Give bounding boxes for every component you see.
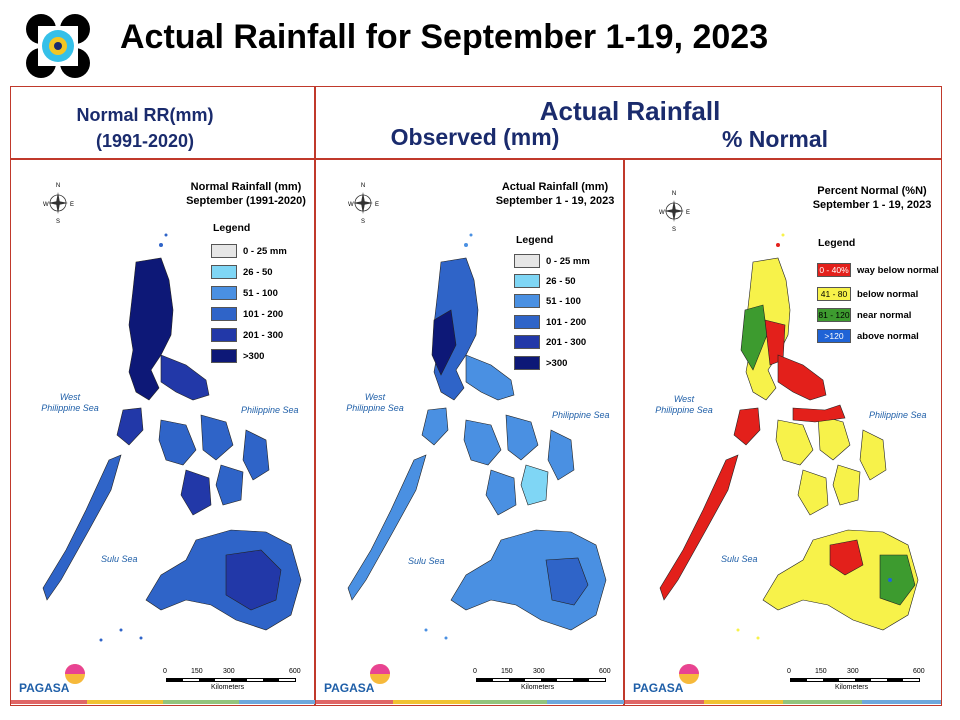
bottom-stripe — [470, 700, 547, 704]
legend-item: >300 — [514, 355, 567, 371]
svg-text:N: N — [672, 191, 676, 197]
compass-n: N — [56, 183, 60, 189]
scale-bar: 0 150 300 600 Kilometers — [787, 668, 925, 691]
svg-text:E: E — [686, 210, 690, 216]
bottom-stripe — [783, 700, 862, 704]
legend-item: 26 - 50 — [211, 264, 273, 280]
sea-label-west: West Philippine Sea — [655, 394, 713, 415]
svg-text:S: S — [361, 219, 365, 224]
bottom-stripe — [11, 700, 87, 704]
sea-label-sulu: Sulu Sea — [721, 554, 758, 564]
header-actual: Actual Rainfall — [539, 96, 721, 126]
legend-item: 41 - 80 below normal — [817, 286, 918, 302]
pagasa-logo: PAGASA — [631, 660, 711, 702]
scale-bar: 0 150 300 600 Kilometers — [163, 668, 301, 691]
divider-1 — [314, 86, 316, 706]
compass-icon: N S W E — [41, 180, 75, 225]
legend-item: 81 - 120 near normal — [817, 308, 912, 322]
divider-2 — [623, 158, 625, 706]
header-normal: Normal RR(mm) (1991-2020) — [30, 102, 260, 154]
legend-title: Legend — [516, 234, 554, 246]
compass-icon: N S W E — [346, 180, 380, 225]
slide-title: Actual Rainfall for September 1-19, 2023 — [120, 18, 769, 56]
legend-swatch — [211, 265, 237, 279]
legend-title: Legend — [818, 237, 856, 249]
legend-swatch — [211, 349, 237, 363]
panel-title-line1: Normal Rainfall (mm) — [190, 181, 302, 193]
svg-text:E: E — [375, 202, 379, 208]
bottom-stripe — [393, 700, 470, 704]
map-percent — [659, 233, 919, 640]
svg-text:PAGASA: PAGASA — [324, 681, 375, 695]
map-actual — [347, 233, 607, 640]
legend-item: 201 - 300 — [514, 334, 586, 350]
legend-item: 101 - 200 — [211, 306, 283, 322]
bottom-stripe — [625, 700, 704, 704]
legend-swatch — [211, 244, 237, 258]
header-divider — [10, 158, 942, 160]
panel-percent-normal: N S W E Percent Normal (%N) September 1 … — [625, 160, 941, 706]
svg-text:S: S — [672, 227, 676, 232]
panel-title-line2: September (1991-2020) — [186, 195, 306, 207]
logo-icon — [26, 14, 90, 78]
legend-swatch — [211, 328, 237, 342]
compass-e: E — [70, 202, 74, 208]
content-frame — [10, 86, 942, 706]
compass-icon: N S W E — [657, 188, 691, 233]
legend-item: 0 - 25 mm — [514, 253, 590, 269]
dost-logo — [24, 12, 92, 80]
legend-item: 101 - 200 — [514, 314, 586, 330]
bottom-stripe — [239, 700, 315, 704]
panel-title: Actual Rainfall (mm) September 1 - 19, 2… — [495, 181, 615, 207]
sea-label-west: West Philippine Sea — [346, 392, 404, 413]
panel-title: Percent Normal (%N) September 1 - 19, 20… — [812, 185, 932, 211]
header-observed: Observed (mm) — [390, 124, 560, 150]
legend-swatch — [211, 307, 237, 321]
legend-item: 0 - 25 mm — [211, 243, 287, 259]
svg-text:N: N — [361, 183, 365, 189]
sea-label-west: West Philippine Sea — [41, 392, 99, 413]
pagasa-logo: PAGASA — [322, 660, 402, 702]
panel-actual-rainfall: N S W E Actual Rainfall (mm) September 1… — [316, 160, 624, 706]
svg-text:W: W — [659, 210, 665, 216]
header-normal-line1: Normal RR(mm) — [76, 105, 214, 125]
legend-item: 51 - 100 — [211, 285, 278, 301]
panel-normal-rainfall: N S W E Normal Rainfall (mm) September (… — [11, 160, 315, 706]
bottom-stripe — [704, 700, 783, 704]
compass-w: W — [43, 202, 49, 208]
bottom-stripe — [87, 700, 163, 704]
scale-bar: 0 150 300 600 Kilometers — [473, 668, 611, 691]
header-percent: % Normal — [721, 126, 829, 152]
legend-item: 0 - 40% way below normal — [817, 262, 939, 278]
panel-title: Normal Rainfall (mm) September (1991-202… — [181, 180, 311, 208]
bottom-stripe — [316, 700, 393, 704]
svg-text:W: W — [348, 202, 354, 208]
legend-swatch — [211, 286, 237, 300]
map-normal — [42, 233, 302, 642]
sea-label-philippine: Philippine Sea — [552, 410, 610, 420]
bottom-stripe — [163, 700, 239, 704]
legend-item: 26 - 50 — [514, 273, 576, 289]
legend-item: 201 - 300 — [211, 327, 283, 343]
svg-text:PAGASA: PAGASA — [633, 681, 684, 695]
legend-item: 51 - 100 — [514, 293, 581, 309]
sea-label-philippine: Philippine Sea — [241, 405, 299, 415]
pagasa-text: PAGASA — [19, 681, 70, 695]
bottom-stripe — [862, 700, 941, 704]
bottom-stripe — [547, 700, 624, 704]
header-normal-line2: (1991-2020) — [95, 131, 195, 151]
compass-s: S — [56, 219, 60, 224]
sea-label-sulu: Sulu Sea — [101, 554, 138, 564]
legend-item: >300 — [211, 348, 264, 364]
legend-item: >120 above normal — [817, 328, 919, 344]
sea-label-sulu: Sulu Sea — [408, 556, 445, 566]
sea-label-philippine: Philippine Sea — [869, 410, 927, 420]
pagasa-logo: PAGASA — [17, 660, 97, 702]
legend-title: Legend — [213, 222, 251, 234]
